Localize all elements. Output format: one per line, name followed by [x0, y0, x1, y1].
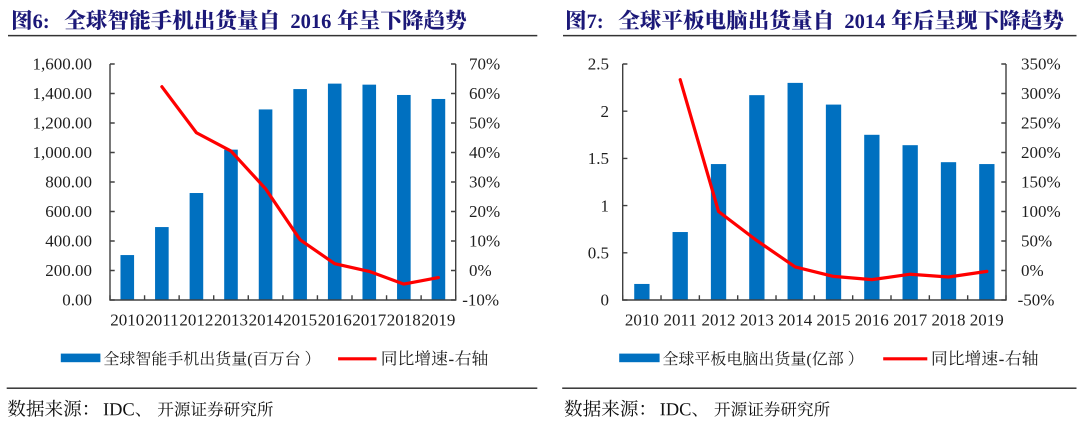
svg-text:2011: 2011	[145, 310, 178, 329]
svg-text:1,000.00: 1,000.00	[33, 143, 93, 162]
svg-text:10%: 10%	[469, 232, 500, 251]
svg-text:2013: 2013	[740, 310, 774, 329]
svg-text:2016: 2016	[318, 310, 352, 329]
svg-text:20%: 20%	[469, 202, 500, 221]
svg-text:2017: 2017	[893, 310, 928, 329]
svg-text:0: 0	[601, 291, 610, 310]
svg-text:2012: 2012	[179, 310, 213, 329]
svg-text:0%: 0%	[1021, 261, 1044, 280]
svg-text:2018: 2018	[932, 310, 966, 329]
svg-text:800.00: 800.00	[45, 173, 92, 192]
svg-text:2017: 2017	[352, 310, 387, 329]
svg-text:250%: 250%	[1021, 114, 1061, 133]
svg-text:350%: 350%	[1021, 55, 1061, 74]
svg-text:-10%: -10%	[462, 291, 499, 310]
svg-text:2019: 2019	[421, 310, 455, 329]
svg-text:1: 1	[601, 196, 610, 215]
svg-text:2014: 2014	[249, 310, 284, 329]
svg-text:2018: 2018	[387, 310, 421, 329]
svg-text:300%: 300%	[1021, 84, 1061, 103]
svg-text:2011: 2011	[664, 310, 697, 329]
svg-text:70%: 70%	[469, 55, 500, 74]
svg-text:50%: 50%	[1021, 232, 1052, 251]
svg-text:150%: 150%	[1021, 173, 1061, 192]
svg-text:1.5: 1.5	[588, 149, 609, 168]
svg-text:200%: 200%	[1021, 143, 1061, 162]
svg-text:2010: 2010	[625, 310, 659, 329]
svg-text:0.5: 0.5	[588, 244, 609, 263]
svg-text:1,400.00: 1,400.00	[33, 84, 93, 103]
svg-text:2019: 2019	[970, 310, 1004, 329]
svg-text:2014: 2014	[778, 310, 813, 329]
svg-text:0%: 0%	[469, 261, 492, 280]
svg-text:2015: 2015	[283, 310, 317, 329]
svg-text:2013: 2013	[214, 310, 248, 329]
svg-text:0.00: 0.00	[62, 291, 92, 310]
svg-text:2016: 2016	[855, 310, 889, 329]
svg-text:30%: 30%	[469, 173, 500, 192]
svg-text:-50%: -50%	[1018, 291, 1055, 310]
svg-text:2.5: 2.5	[588, 55, 609, 74]
svg-text:1,200.00: 1,200.00	[33, 114, 93, 133]
svg-text:600.00: 600.00	[45, 202, 92, 221]
svg-text:2: 2	[601, 102, 610, 121]
svg-text:200.00: 200.00	[45, 261, 92, 280]
svg-text:2012: 2012	[702, 310, 736, 329]
svg-text:100%: 100%	[1021, 202, 1061, 221]
svg-text:400.00: 400.00	[45, 232, 92, 251]
svg-text:1,600.00: 1,600.00	[33, 55, 93, 74]
svg-text:2010: 2010	[110, 310, 144, 329]
svg-text:60%: 60%	[469, 84, 500, 103]
svg-text:40%: 40%	[469, 143, 500, 162]
svg-text:2015: 2015	[817, 310, 851, 329]
svg-text:50%: 50%	[469, 114, 500, 133]
